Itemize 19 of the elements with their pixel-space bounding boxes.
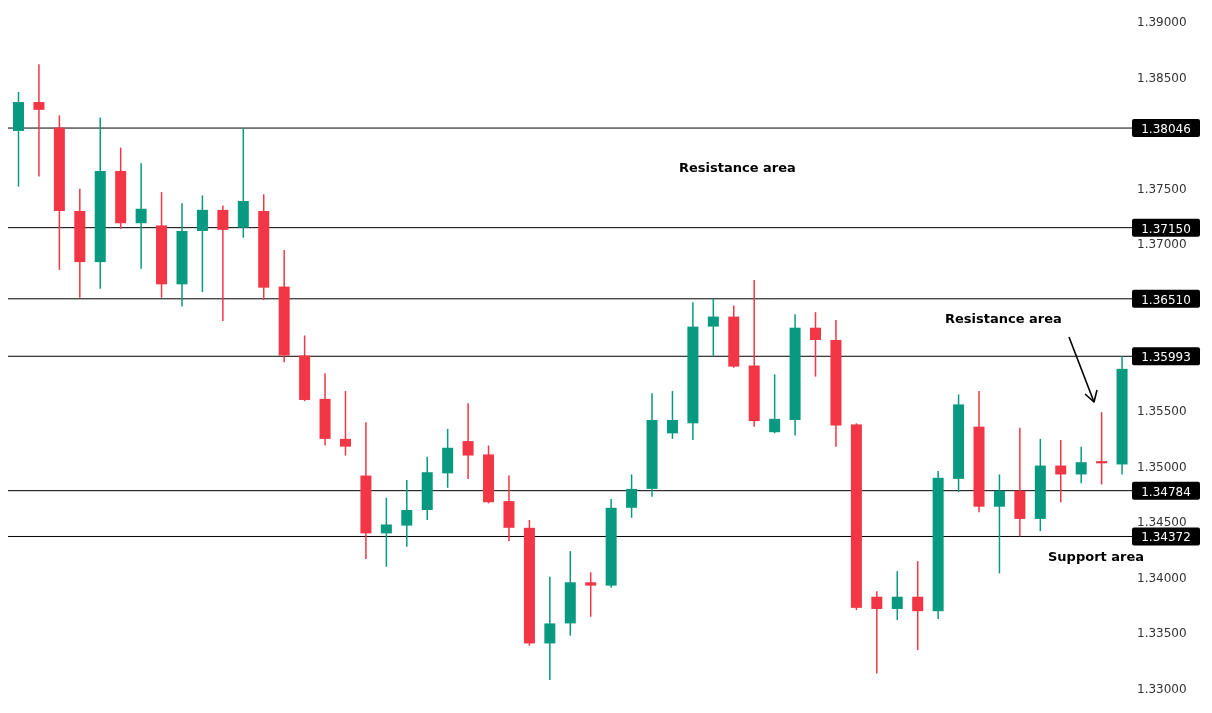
ref-line-label: 1.38046 bbox=[1141, 122, 1191, 137]
y-tick-label: 1.37500 bbox=[1137, 181, 1187, 196]
ref-line-label: 1.35993 bbox=[1141, 350, 1191, 365]
ref-line-label: 1.37150 bbox=[1141, 221, 1191, 236]
ref-line-label: 1.36510 bbox=[1141, 292, 1191, 307]
y-tick-label: 1.34500 bbox=[1137, 515, 1187, 530]
ref-line-label: 1.34784 bbox=[1141, 484, 1191, 499]
ref-line-label: 1.34372 bbox=[1141, 530, 1191, 545]
y-tick-label: 1.37000 bbox=[1137, 237, 1187, 252]
y-tick-label: 1.39000 bbox=[1137, 15, 1187, 29]
annotation: Support area bbox=[1048, 549, 1145, 564]
annotation: Resistance area bbox=[679, 160, 796, 175]
y-tick-label: 1.34000 bbox=[1137, 570, 1187, 585]
y-tick-label: 1.33000 bbox=[1137, 682, 1187, 696]
y-tick-label: 1.33500 bbox=[1137, 626, 1187, 641]
annotation: Resistance area bbox=[945, 311, 1062, 326]
y-tick-label: 1.35000 bbox=[1137, 459, 1187, 474]
y-tick-label: 1.38500 bbox=[1137, 70, 1187, 85]
y-tick-label: 1.35500 bbox=[1137, 404, 1187, 419]
